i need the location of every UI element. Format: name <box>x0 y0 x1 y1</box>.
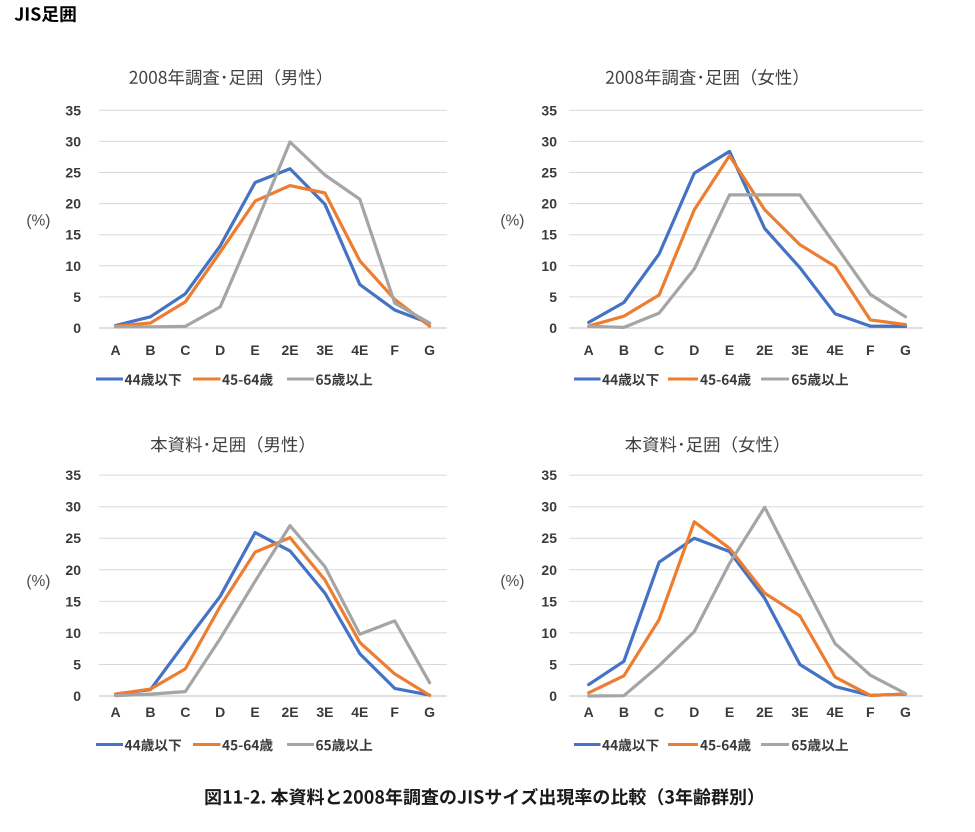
svg-text:30: 30 <box>541 133 557 149</box>
svg-text:3E: 3E <box>316 342 333 358</box>
svg-text:F: F <box>390 704 399 720</box>
svg-text:5: 5 <box>549 289 557 305</box>
svg-text:G: G <box>424 342 435 358</box>
svg-text:A: A <box>110 704 120 720</box>
svg-text:C: C <box>654 704 664 720</box>
svg-text:15: 15 <box>541 227 557 243</box>
svg-text:5: 5 <box>73 657 81 673</box>
svg-text:C: C <box>180 342 190 358</box>
svg-text:F: F <box>866 704 875 720</box>
svg-text:C: C <box>654 342 664 358</box>
svg-text:20: 20 <box>65 196 81 212</box>
svg-text:E: E <box>725 342 734 358</box>
svg-text:A: A <box>584 342 594 358</box>
svg-text:D: D <box>215 342 225 358</box>
svg-text:15: 15 <box>541 593 557 609</box>
svg-text:(%): (%) <box>500 212 524 229</box>
svg-text:35: 35 <box>65 102 81 118</box>
svg-text:E: E <box>250 342 259 358</box>
svg-text:20: 20 <box>65 562 81 578</box>
svg-text:5: 5 <box>73 289 81 305</box>
svg-text:A: A <box>584 704 594 720</box>
svg-text:(%): (%) <box>26 212 50 229</box>
svg-text:30: 30 <box>541 499 557 515</box>
svg-text:10: 10 <box>541 625 557 641</box>
svg-text:10: 10 <box>65 258 81 274</box>
svg-text:30: 30 <box>65 133 81 149</box>
svg-text:D: D <box>689 704 699 720</box>
svg-text:4E: 4E <box>827 704 844 720</box>
svg-text:(%): (%) <box>26 573 50 590</box>
svg-text:B: B <box>145 342 155 358</box>
svg-text:20: 20 <box>541 196 557 212</box>
svg-text:A: A <box>110 342 120 358</box>
svg-text:D: D <box>215 704 225 720</box>
svg-text:30: 30 <box>65 499 81 515</box>
svg-text:B: B <box>145 704 155 720</box>
svg-text:10: 10 <box>541 258 557 274</box>
svg-text:35: 35 <box>541 102 557 118</box>
svg-text:E: E <box>725 704 734 720</box>
svg-text:4E: 4E <box>827 342 844 358</box>
svg-text:E: E <box>250 704 259 720</box>
svg-text:F: F <box>390 342 399 358</box>
svg-text:0: 0 <box>549 320 557 336</box>
svg-text:G: G <box>900 704 911 720</box>
svg-text:15: 15 <box>65 227 81 243</box>
svg-text:20: 20 <box>541 562 557 578</box>
svg-text:25: 25 <box>65 165 81 181</box>
svg-text:35: 35 <box>541 467 557 483</box>
svg-text:5: 5 <box>549 657 557 673</box>
svg-text:(%): (%) <box>500 573 524 590</box>
svg-text:2E: 2E <box>281 704 298 720</box>
svg-text:2E: 2E <box>756 342 773 358</box>
svg-text:35: 35 <box>65 467 81 483</box>
svg-text:G: G <box>900 342 911 358</box>
svg-text:C: C <box>180 704 190 720</box>
svg-text:4E: 4E <box>351 704 368 720</box>
svg-text:25: 25 <box>541 165 557 181</box>
svg-text:0: 0 <box>73 688 81 704</box>
svg-text:10: 10 <box>65 625 81 641</box>
svg-text:3E: 3E <box>791 704 808 720</box>
svg-text:4E: 4E <box>351 342 368 358</box>
svg-text:3E: 3E <box>316 704 333 720</box>
svg-text:D: D <box>689 342 699 358</box>
svg-text:B: B <box>619 342 629 358</box>
svg-text:3E: 3E <box>791 342 808 358</box>
svg-text:25: 25 <box>541 530 557 546</box>
svg-text:0: 0 <box>549 688 557 704</box>
svg-text:25: 25 <box>65 530 81 546</box>
svg-text:2E: 2E <box>281 342 298 358</box>
svg-text:2E: 2E <box>756 704 773 720</box>
svg-text:F: F <box>866 342 875 358</box>
svg-text:B: B <box>619 704 629 720</box>
svg-text:15: 15 <box>65 593 81 609</box>
svg-text:G: G <box>424 704 435 720</box>
svg-text:0: 0 <box>73 320 81 336</box>
